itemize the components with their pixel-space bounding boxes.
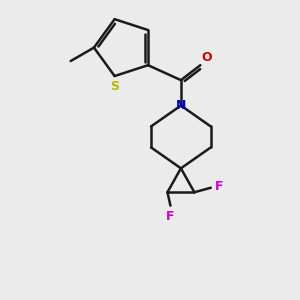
Text: S: S	[110, 80, 119, 93]
Text: O: O	[202, 51, 212, 64]
Text: N: N	[176, 99, 186, 112]
Text: F: F	[166, 210, 175, 223]
Text: F: F	[215, 180, 224, 193]
